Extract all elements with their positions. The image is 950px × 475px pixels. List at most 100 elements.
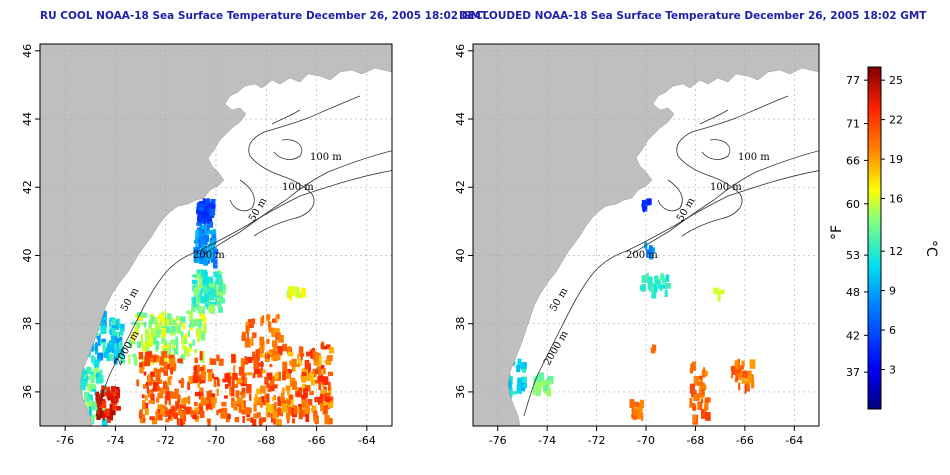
sst-pixel — [240, 373, 247, 377]
sst-pixel — [187, 330, 190, 338]
sst-pixel — [209, 208, 214, 213]
sst-pixel — [156, 385, 160, 392]
sst-pixel — [169, 358, 173, 364]
sst-pixel — [188, 343, 192, 349]
sst-pixel — [97, 354, 100, 361]
sst-pixel — [314, 368, 320, 375]
sst-pixel — [649, 251, 653, 258]
sst-pixel — [286, 399, 291, 406]
sst-pixel — [275, 332, 281, 341]
sst-pixel — [188, 310, 193, 321]
sst-pixel — [186, 310, 190, 315]
sst-pixel — [267, 385, 272, 392]
sst-pixel — [213, 248, 219, 254]
sst-pixel — [97, 339, 101, 346]
sst-pixel — [184, 406, 190, 414]
sst-pixel — [143, 371, 147, 376]
sst-pixel — [660, 273, 664, 281]
sst-pixel — [119, 340, 123, 348]
x-tick-label: -66 — [736, 434, 754, 447]
sst-pixel — [266, 372, 273, 379]
sst-pixel — [159, 387, 165, 394]
sst-pixel — [106, 356, 110, 362]
x-tick-label: -64 — [358, 434, 376, 447]
sst-pixel — [319, 393, 324, 404]
sst-pixel — [163, 340, 168, 346]
sst-pixel — [175, 388, 179, 396]
sst-pixel — [299, 353, 305, 357]
sst-pixel — [241, 408, 247, 415]
sst-pixel — [195, 287, 199, 293]
sst-pixel — [191, 303, 196, 313]
sst-pixel — [100, 390, 105, 394]
right-map-title: DECLOUDED NOAA-18 Sea Surface Temperatur… — [459, 10, 927, 22]
sst-pixel — [328, 396, 334, 404]
sst-pixel — [95, 372, 101, 378]
sst-pixel — [703, 367, 706, 377]
sst-pixel — [203, 257, 209, 266]
sst-pixel — [282, 343, 288, 352]
sst-pixel — [278, 335, 284, 343]
sst-pixel — [146, 351, 152, 359]
sst-pixel — [205, 403, 212, 410]
sst-pixel — [161, 344, 166, 352]
sst-pixel — [206, 390, 212, 401]
sst-pixel — [196, 302, 200, 311]
sst-pixel — [181, 345, 188, 350]
sst-pixel — [120, 348, 125, 359]
sst-pixel — [188, 395, 191, 405]
sst-pixel — [194, 391, 201, 397]
sst-pixel — [155, 340, 159, 350]
sst-pixel — [512, 391, 517, 395]
sst-pixel — [180, 418, 183, 426]
sst-pixel — [244, 377, 248, 384]
sst-pixel — [177, 407, 183, 416]
sst-pixel — [103, 321, 107, 328]
sst-pixel — [699, 375, 703, 380]
sst-pixel — [300, 359, 303, 366]
sst-pixel — [199, 293, 203, 298]
sst-pixel — [287, 406, 293, 416]
sst-pixel — [266, 339, 270, 344]
sst-pixel — [320, 342, 324, 350]
sst-pixel — [701, 413, 706, 417]
sst-pixel — [207, 419, 211, 426]
sst-pixel — [221, 401, 227, 407]
sst-pixel — [252, 419, 257, 426]
sst-pixel — [202, 285, 208, 295]
sst-pixel — [282, 371, 286, 381]
sst-pixel — [260, 385, 266, 394]
sst-pixel — [304, 359, 310, 370]
sst-pixel — [150, 337, 156, 345]
sst-pixel — [84, 397, 87, 403]
sst-pixel — [277, 371, 281, 381]
sst-pixel — [180, 321, 183, 327]
sst-pixel — [87, 396, 91, 403]
sst-pixel — [740, 374, 744, 379]
colorbar-c-label: 25 — [889, 74, 903, 87]
sst-pixel — [205, 245, 208, 253]
sst-pixel — [96, 410, 101, 420]
sst-pixel — [208, 276, 213, 284]
sst-pixel — [238, 366, 245, 376]
sst-pixel — [208, 305, 214, 313]
sst-pixel — [207, 301, 211, 307]
sst-pixel — [648, 245, 653, 250]
sst-pixel — [224, 395, 228, 399]
sst-pixel — [193, 281, 198, 287]
sst-pixel — [90, 374, 95, 384]
colorbar-ticks: 77 71 66 60 53 48 42 37 25 22 19 16 12 9 6 3 — [846, 74, 903, 379]
sst-pixel — [233, 365, 236, 374]
sst-pixel — [310, 351, 315, 359]
sst-pixel — [99, 316, 105, 326]
sst-pixel — [169, 339, 176, 345]
sst-pixel — [200, 287, 206, 293]
sst-pixel — [641, 199, 648, 208]
sst-pixel — [253, 413, 259, 419]
sst-pixel — [201, 249, 207, 260]
sst-pixel — [156, 322, 161, 333]
sst-pixel — [713, 287, 720, 295]
sst-pixel — [532, 385, 536, 396]
sst-pixel — [323, 345, 327, 350]
